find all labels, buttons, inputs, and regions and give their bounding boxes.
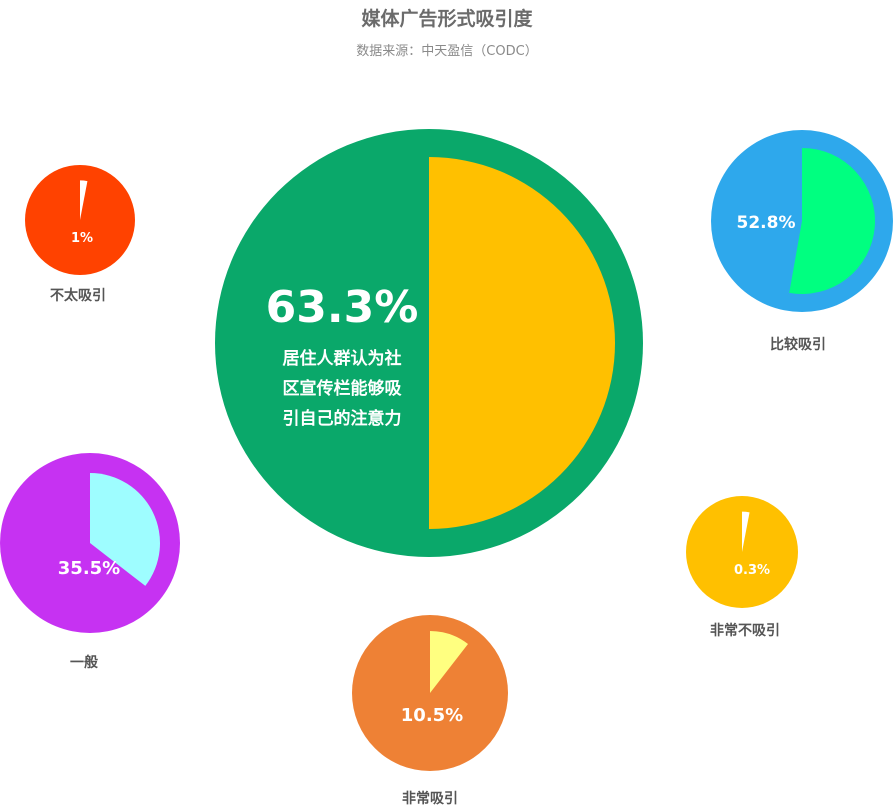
main-pie: 63.3% 居住人群认为社 区宣传栏能够吸 引自己的注意力 (215, 129, 643, 557)
main-caption-line: 区宣传栏能够吸 (283, 378, 403, 399)
pie-fairly-attractive: 52.8% 比较吸引 (711, 130, 893, 353)
pie-very-attractive: 10.5% 非常吸引 (352, 615, 508, 807)
main-caption-line: 引自己的注意力 (283, 408, 402, 429)
pie-category-label: 不太吸引 (50, 287, 106, 304)
main-caption-line: 居住人群认为社 (283, 348, 402, 369)
pie-category-label: 非常吸引 (402, 790, 458, 807)
pie-category-label: 非常不吸引 (710, 622, 780, 639)
pie-value-label: 0.3% (734, 563, 770, 578)
pie-not-very-attractive: 1% 不太吸引 (25, 165, 135, 304)
pie-value-label: 52.8% (737, 213, 796, 233)
pie-value-label: 35.5% (58, 558, 120, 579)
chart-subtitle: 数据来源：中天盈信（CODC） (356, 44, 538, 59)
main-pie-slice (429, 157, 615, 529)
pie-slice (789, 148, 876, 295)
pie-slice (430, 631, 468, 693)
pie-category-label: 比较吸引 (770, 336, 826, 353)
pie-average: 35.5% 一般 (0, 453, 180, 671)
pie-slice (742, 511, 750, 552)
chart-title: 媒体广告形式吸引度 (361, 8, 533, 30)
pie-category-label: 一般 (70, 654, 98, 671)
main-value-label: 63.3% (266, 282, 419, 333)
pie-slice (80, 180, 88, 220)
pie-slice (90, 473, 160, 586)
pie-value-label: 1% (71, 231, 93, 246)
pie-very-unattractive: 0.3% 非常不吸引 (686, 496, 798, 639)
pie-value-label: 10.5% (401, 705, 463, 726)
